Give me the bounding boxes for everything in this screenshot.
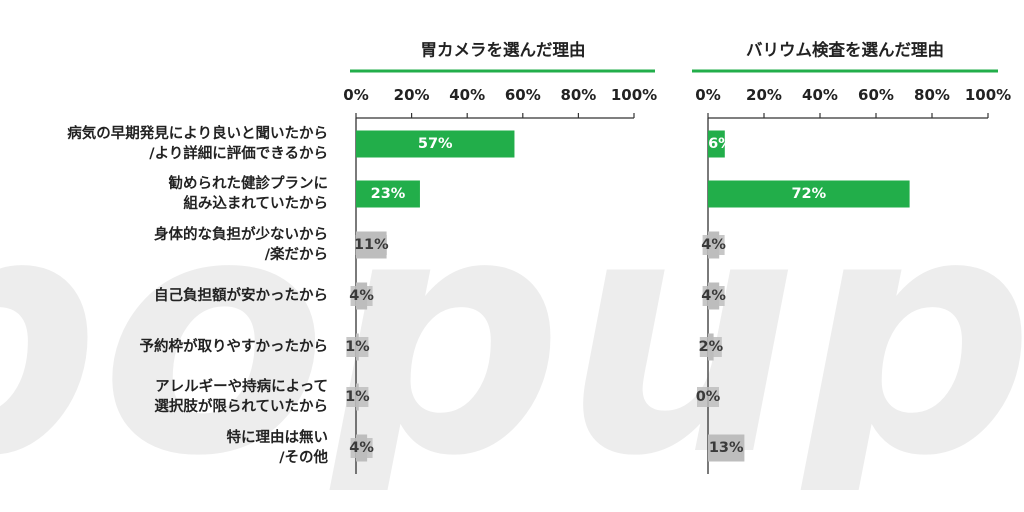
category-label: 自己負担額が安かったから	[154, 286, 328, 304]
category-label: 予約枠が取りやすかったから	[140, 337, 329, 355]
bar-value-label: 57%	[418, 136, 453, 152]
x-tick-label: 20%	[746, 86, 782, 104]
bar-value-label: 2%	[698, 339, 723, 355]
category-labels: 病気の早期発見により良いと聞いたから/より詳細に評価できるから勧められた健診プラ…	[67, 124, 328, 466]
value-label-backdrop	[350, 438, 373, 458]
bar-value-label: 11%	[354, 237, 389, 253]
category-label: 組み込まれていたから	[183, 194, 328, 212]
chart-panel-2: バリウム検査を選んだ理由 0% 20% 40% 60% 80% 100% 6% 72% 4% 4% 2…	[692, 40, 1011, 474]
value-label-backdrop	[346, 387, 369, 407]
bar-value-label: 0%	[696, 389, 721, 405]
category-label: /その他	[279, 448, 328, 466]
bar-value-label: 4%	[701, 237, 726, 253]
value-label-backdrop	[346, 337, 369, 357]
chart-title: 胃カメラを選んだ理由	[421, 40, 586, 60]
x-tick-label: 100%	[611, 86, 657, 104]
bar	[708, 130, 725, 158]
x-tick-label: 0%	[343, 86, 368, 104]
x-tick-label: 40%	[449, 86, 485, 104]
bar-value-label: 4%	[349, 288, 374, 304]
category-label: 病気の早期発見により良いと聞いたから	[67, 124, 328, 142]
category-label: 勧められた健診プランに	[169, 174, 329, 192]
value-label-backdrop	[710, 438, 742, 458]
value-label-backdrop	[702, 286, 725, 306]
value-label-backdrop	[697, 387, 719, 407]
x-tick-label: 80%	[560, 86, 596, 104]
category-label: 選択肢が限られていたから	[154, 397, 328, 415]
category-label: /より詳細に評価できるから	[149, 144, 328, 162]
bar-value-label: 13%	[709, 440, 744, 456]
bar-value-label: 23%	[371, 186, 406, 202]
x-tick-label: 40%	[802, 86, 838, 104]
x-tick-label: 60%	[858, 86, 894, 104]
x-tick-label: 100%	[965, 86, 1011, 104]
category-label: アレルギーや持病によって	[155, 377, 328, 395]
value-label-backdrop	[702, 235, 725, 255]
category-label: /楽だから	[265, 245, 328, 263]
x-tick-label: 80%	[914, 86, 950, 104]
bar-value-label: 4%	[349, 440, 374, 456]
value-label-backdrop	[350, 286, 373, 306]
bar	[356, 180, 420, 208]
bar-value-label: 6%	[708, 136, 733, 152]
bar-value-label: 72%	[791, 186, 826, 202]
bar	[356, 130, 515, 158]
x-tick-label: 0%	[695, 86, 720, 104]
bar-value-label: 4%	[701, 288, 726, 304]
value-label-backdrop	[355, 235, 387, 255]
category-label: 特に理由は無い	[227, 428, 329, 446]
bar-value-label: 1%	[345, 389, 370, 405]
chart-panel-1: 胃カメラを選んだ理由 0% 20% 40% 60% 80% 100% 57% 23% 11% 4% 1…	[343, 40, 657, 474]
x-tick-label: 60%	[505, 86, 541, 104]
value-label-backdrop	[699, 337, 722, 357]
chart-title: バリウム検査を選んだ理由	[746, 40, 944, 60]
x-tick-label: 20%	[394, 86, 430, 104]
bar	[708, 180, 910, 208]
category-label: 身体的な負担が少ないから	[154, 225, 328, 243]
bar-value-label: 1%	[345, 339, 370, 355]
